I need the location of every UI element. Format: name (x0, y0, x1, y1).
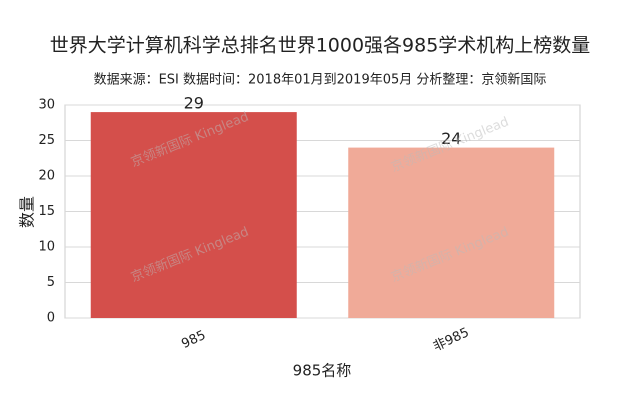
y-tick-label: 0 (47, 311, 55, 326)
y-tick-label: 20 (38, 169, 55, 184)
chart-title: 世界大学计算机科学总排名世界1000强各985学术机构上榜数量 (50, 35, 591, 57)
y-tick-label: 30 (38, 98, 55, 113)
y-tick-label: 10 (38, 240, 55, 255)
chart-subtitle: 数据来源：ESI 数据时间：2018年01月到2019年05月 分析整理：京领新… (94, 72, 547, 88)
x-tick-label: 非985 (431, 325, 472, 355)
bar (348, 147, 555, 318)
y-tick-label: 15 (38, 204, 55, 219)
x-tick-label: 985 (179, 328, 208, 352)
data-label: 24 (441, 129, 461, 148)
y-tick-label: 25 (38, 133, 55, 148)
bar (90, 112, 297, 318)
y-axis-label: 数量 (18, 196, 37, 228)
y-tick-label: 5 (47, 275, 55, 290)
x-axis-label: 985名称 (293, 362, 352, 380)
data-label: 29 (184, 94, 204, 113)
